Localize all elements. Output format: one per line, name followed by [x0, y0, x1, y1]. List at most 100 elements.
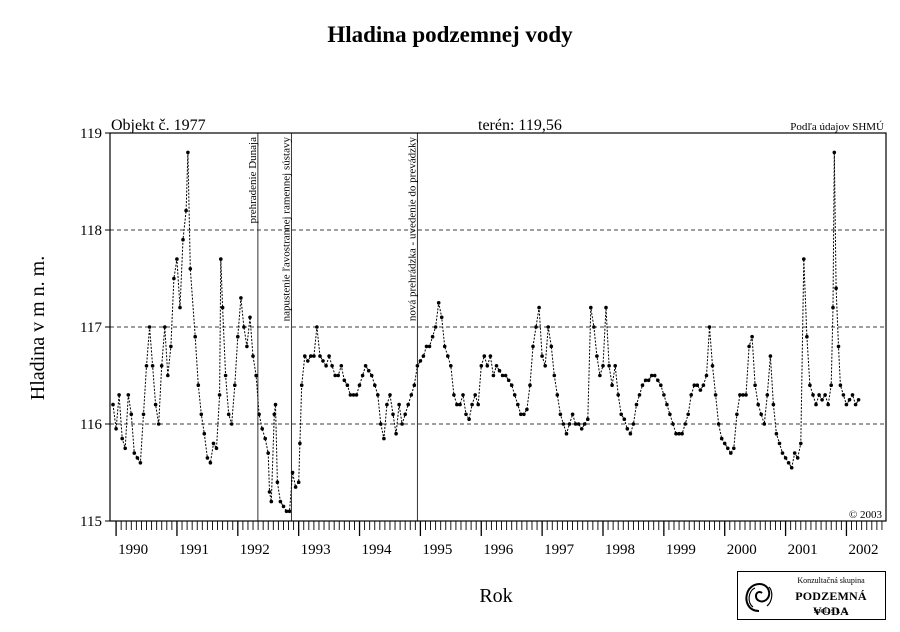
data-point: [619, 412, 623, 417]
data-point: [348, 393, 353, 397]
data-point: [516, 402, 520, 407]
data-point: [780, 451, 785, 455]
data-point: [853, 402, 858, 407]
data-point: [188, 267, 193, 271]
data-point: [841, 393, 846, 397]
data-point: [153, 402, 158, 407]
y-axis: 115 116 117 118 119: [80, 126, 110, 530]
data-point: [141, 412, 146, 417]
x-tick-label-1996: 1996: [483, 542, 514, 558]
data-point: [856, 398, 861, 402]
data-series: [111, 150, 861, 514]
swirl-logo-icon: [745, 583, 773, 612]
data-point: [567, 422, 572, 426]
data-point: [281, 504, 286, 509]
data-point: [397, 402, 401, 407]
data-point: [847, 398, 852, 402]
data-point: [741, 393, 745, 397]
x-tick-label-1990: 1990: [118, 542, 148, 558]
data-point: [726, 446, 730, 451]
data-point: [595, 354, 599, 358]
data-point: [214, 446, 219, 451]
data-point: [321, 359, 325, 363]
data-point: [266, 451, 271, 455]
data-point: [616, 393, 620, 397]
data-point: [640, 383, 645, 388]
data-point: [379, 422, 383, 426]
data-point: [123, 446, 127, 451]
data-point: [686, 412, 690, 417]
data-point: [497, 368, 502, 373]
terrain-label: terén: 119,56: [478, 117, 562, 134]
data-point: [844, 402, 849, 407]
data-point: [181, 237, 185, 242]
data-point: [373, 383, 377, 388]
data-point: [178, 305, 182, 310]
data-point: [831, 305, 835, 310]
data-point: [506, 378, 511, 383]
x-axis-label: Rok: [479, 585, 512, 607]
data-point: [427, 344, 432, 349]
data-point: [135, 456, 140, 460]
data-point: [409, 393, 414, 397]
data-point: [430, 334, 435, 339]
data-point: [719, 436, 724, 441]
data-point: [345, 383, 350, 388]
data-point: [701, 383, 706, 388]
logo-line-3: spol. s r. o.: [813, 606, 849, 615]
data-point: [689, 393, 693, 397]
data-point: [217, 393, 222, 397]
data-point: [357, 383, 362, 388]
data-point: [692, 383, 697, 388]
data-point: [433, 325, 438, 329]
data-point: [211, 441, 216, 446]
data-point: [716, 422, 721, 426]
data-point: [354, 393, 359, 397]
data-point: [242, 325, 246, 329]
data-point: [296, 480, 301, 485]
chart-title: Hladina podzemnej vody: [327, 22, 573, 47]
data-point: [267, 490, 272, 494]
data-point: [184, 208, 188, 213]
data-point: [461, 393, 465, 397]
data-point: [850, 393, 855, 397]
data-point: [631, 422, 636, 426]
data-point: [339, 364, 344, 368]
data-point: [622, 417, 627, 422]
data-point: [838, 383, 843, 388]
data-point: [774, 431, 779, 436]
data-point: [257, 412, 261, 417]
data-point: [586, 417, 590, 422]
data-point: [400, 422, 404, 426]
data-point: [789, 465, 794, 470]
data-point: [805, 334, 809, 339]
data-point: [759, 412, 763, 417]
logo-line-1: Konzultačná skupina: [797, 576, 865, 585]
data-point: [534, 325, 538, 329]
data-point: [834, 286, 838, 291]
data-point: [229, 422, 234, 426]
data-point: [753, 383, 757, 388]
data-point: [671, 422, 675, 426]
x-tick-label-1998: 1998: [605, 542, 635, 558]
data-point: [537, 305, 541, 310]
data-point: [732, 446, 736, 451]
data-point: [512, 393, 517, 397]
data-point: [120, 436, 124, 441]
data-point: [251, 354, 255, 358]
data-point: [132, 451, 137, 455]
data-point: [205, 456, 210, 460]
data-point: [385, 402, 389, 407]
data-point: [327, 354, 331, 358]
x-tick-label-2001: 2001: [788, 542, 818, 558]
data-point: [467, 417, 471, 422]
data-point: [836, 344, 841, 349]
data-point: [470, 402, 474, 407]
data-point: [284, 509, 289, 514]
data-point: [610, 383, 614, 388]
data-point: [442, 344, 447, 349]
data-point: [500, 373, 505, 378]
data-point: [582, 422, 587, 426]
data-point: [363, 364, 368, 368]
data-point: [172, 276, 176, 281]
